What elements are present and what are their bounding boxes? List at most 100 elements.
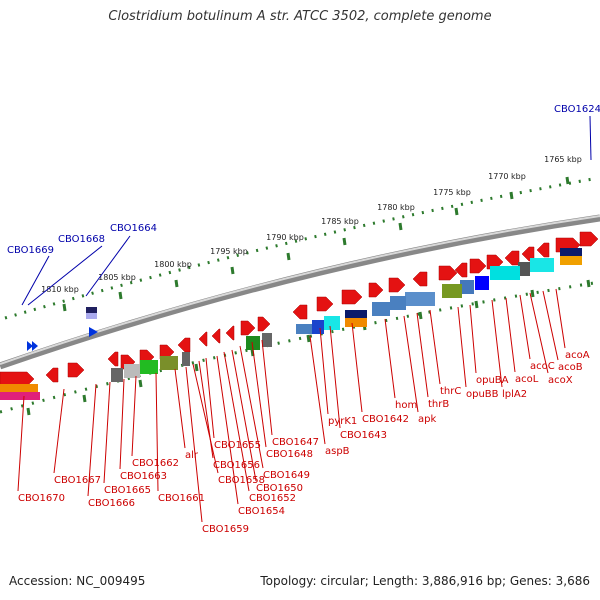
- gene-block: [390, 296, 406, 310]
- gene-label[interactable]: opuBB: [466, 389, 499, 400]
- gene-label[interactable]: CBO1666: [88, 498, 135, 509]
- scale-tick: [138, 379, 143, 388]
- label-leader-line: [403, 315, 419, 413]
- label-leader-line: [216, 355, 239, 505]
- gene-label[interactable]: alr: [185, 450, 199, 461]
- label-leader-line: [131, 375, 137, 457]
- gene-label[interactable]: CBO1654: [238, 506, 285, 517]
- gene-label[interactable]: apk: [418, 414, 436, 425]
- label-leader-line: [555, 288, 566, 349]
- gene-label[interactable]: CBO1656: [213, 460, 260, 471]
- gene-label[interactable]: CBO1650: [256, 483, 303, 494]
- label-leader-line: [27, 245, 103, 306]
- gene-arrow: [316, 296, 334, 312]
- gene-block: [124, 364, 140, 378]
- gene-block: [246, 336, 260, 350]
- gene-arrow: [292, 304, 308, 320]
- gene-arrow: [504, 250, 520, 266]
- gene-block: [312, 320, 324, 334]
- gene-arrow: [225, 325, 235, 341]
- gene-arrow: [486, 254, 504, 270]
- gene-label[interactable]: CBO1670: [18, 493, 65, 504]
- gene-label[interactable]: CBO1649: [263, 470, 310, 481]
- gene-label[interactable]: CBO1664: [110, 223, 157, 234]
- gene-label[interactable]: CBO1659: [202, 524, 249, 535]
- scale-label: 1775 kbp: [433, 188, 471, 197]
- gene-label[interactable]: CBO1648: [266, 449, 313, 460]
- gene-features: [0, 231, 599, 400]
- gene-arrow: [0, 371, 35, 387]
- gene-label[interactable]: lplA2: [502, 389, 527, 400]
- scale-tick: [474, 300, 479, 309]
- gene-arrow: [177, 337, 191, 353]
- gene-arrow: [89, 327, 98, 337]
- scale-tick: [509, 191, 514, 200]
- gene-label[interactable]: thrB: [428, 399, 449, 410]
- gene-label[interactable]: opuBA: [476, 375, 509, 386]
- gene-label[interactable]: CBO1642: [362, 414, 409, 425]
- gene-block: [324, 316, 340, 330]
- gene-label[interactable]: CBO1658: [218, 475, 265, 486]
- label-leader-line: [231, 349, 257, 482]
- gene-label[interactable]: CBO1661: [158, 493, 205, 504]
- gene-label[interactable]: CBO1669: [7, 245, 54, 256]
- gene-label[interactable]: acoL: [515, 374, 539, 385]
- gene-label[interactable]: CBO1624: [554, 104, 600, 115]
- gene-label[interactable]: CBO1668: [58, 234, 105, 245]
- gene-label[interactable]: CBO1647: [272, 437, 319, 448]
- gene-label[interactable]: acoC: [530, 361, 555, 372]
- label-leader-line: [457, 306, 467, 388]
- label-leader-line: [589, 115, 592, 161]
- gene-label[interactable]: pyrK1: [328, 416, 357, 427]
- gene-label[interactable]: CBO1665: [104, 485, 151, 496]
- label-leader-line: [529, 292, 549, 374]
- gene-arrow: [240, 320, 256, 336]
- scale-label: 1785 kbp: [321, 217, 359, 226]
- label-leader-line: [469, 304, 477, 374]
- gene-label[interactable]: CBO1663: [120, 471, 167, 482]
- inner-dotted-track: [0, 280, 600, 414]
- gene-arrow: [27, 341, 33, 351]
- gene-block: [0, 392, 40, 400]
- gene-arrow: [32, 341, 38, 351]
- scale-tick: [230, 266, 235, 275]
- gene-label[interactable]: CBO1667: [54, 475, 101, 486]
- gene-arrow: [107, 351, 119, 367]
- gene-block: [345, 318, 367, 327]
- gene-block: [560, 248, 582, 257]
- label-leader-line: [261, 339, 273, 436]
- gene-arrow: [536, 242, 550, 258]
- gene-arrow: [67, 362, 85, 378]
- genome-summary-text: Topology: circular; Length: 3,886,916 bp…: [260, 574, 590, 588]
- gene-arrow: [211, 328, 221, 344]
- gene-label[interactable]: CBO1643: [340, 430, 387, 441]
- genome-backbone: [0, 214, 600, 370]
- gene-arrow: [257, 316, 271, 332]
- label-leader-line: [491, 299, 503, 388]
- label-leader-line: [319, 327, 329, 415]
- label-leader-line: [192, 363, 219, 474]
- gene-arrow: [368, 282, 384, 298]
- scale-tick: [454, 207, 459, 216]
- label-leader-line: [309, 335, 326, 445]
- label-leader-line: [21, 255, 50, 306]
- gene-label[interactable]: acoB: [558, 362, 583, 373]
- label-leader-line: [185, 366, 203, 523]
- label-leader-line: [205, 357, 215, 439]
- label-leader-line: [429, 309, 441, 385]
- gene-label[interactable]: thrC: [440, 386, 461, 397]
- scale-ticks: [26, 176, 591, 416]
- scale-label: 1810 kbp: [41, 285, 79, 294]
- gene-label[interactable]: aspB: [325, 446, 350, 457]
- gene-label[interactable]: acoA: [565, 350, 590, 361]
- gene-label[interactable]: CBO1655: [214, 440, 261, 451]
- gene-label[interactable]: hom: [395, 400, 417, 411]
- gene-label[interactable]: acoX: [548, 375, 573, 386]
- scale-tick: [586, 279, 591, 288]
- gene-label[interactable]: CBO1662: [132, 458, 179, 469]
- gene-block: [530, 258, 554, 272]
- gene-block: [345, 310, 367, 319]
- label-leader-line: [155, 372, 159, 492]
- gene-label[interactable]: CBO1652: [249, 493, 296, 504]
